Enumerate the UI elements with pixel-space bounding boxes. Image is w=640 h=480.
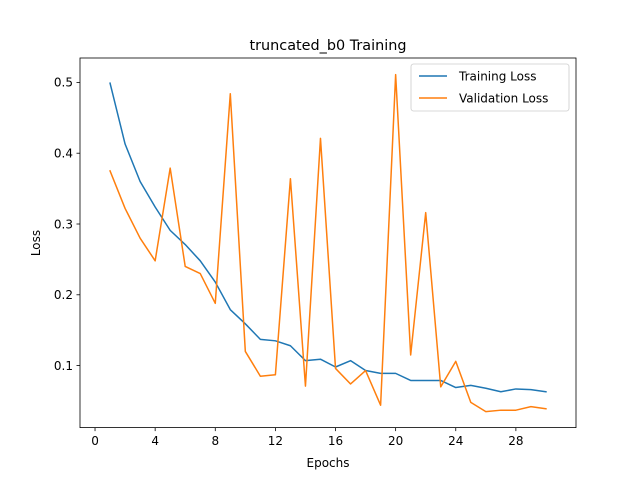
series-line-training-loss: [109, 82, 547, 393]
y-tick-label: 0.2: [54, 288, 73, 302]
x-axis-label: Epochs: [307, 456, 350, 470]
y-tick-label: 0.3: [54, 217, 73, 231]
x-tick-label: 28: [508, 434, 523, 448]
chart-title: truncated_b0 Training: [249, 38, 406, 54]
x-tick-label: 16: [328, 434, 343, 448]
legend: Training Loss Validation Loss: [410, 63, 570, 112]
x-tick-label: 4: [151, 434, 159, 448]
x-tick-label: 0: [91, 434, 99, 448]
y-tick-label: 0.4: [54, 147, 73, 161]
legend-label-training-loss: Training Loss: [458, 69, 536, 83]
x-tick-label: 24: [448, 434, 463, 448]
legend-label-validation-loss: Validation Loss: [459, 91, 548, 105]
x-tick-label: 12: [268, 434, 283, 448]
plot-area: [109, 73, 547, 413]
x-tick-label: 20: [388, 434, 403, 448]
plot-frame: [79, 57, 577, 429]
x-tick-label: 8: [211, 434, 219, 448]
legend-box: [410, 63, 570, 112]
series-line-validation-loss: [109, 73, 547, 413]
y-tick-label: 0.5: [54, 76, 73, 90]
y-axis-label: Loss: [29, 230, 43, 256]
y-tick-label: 0.1: [54, 359, 73, 373]
